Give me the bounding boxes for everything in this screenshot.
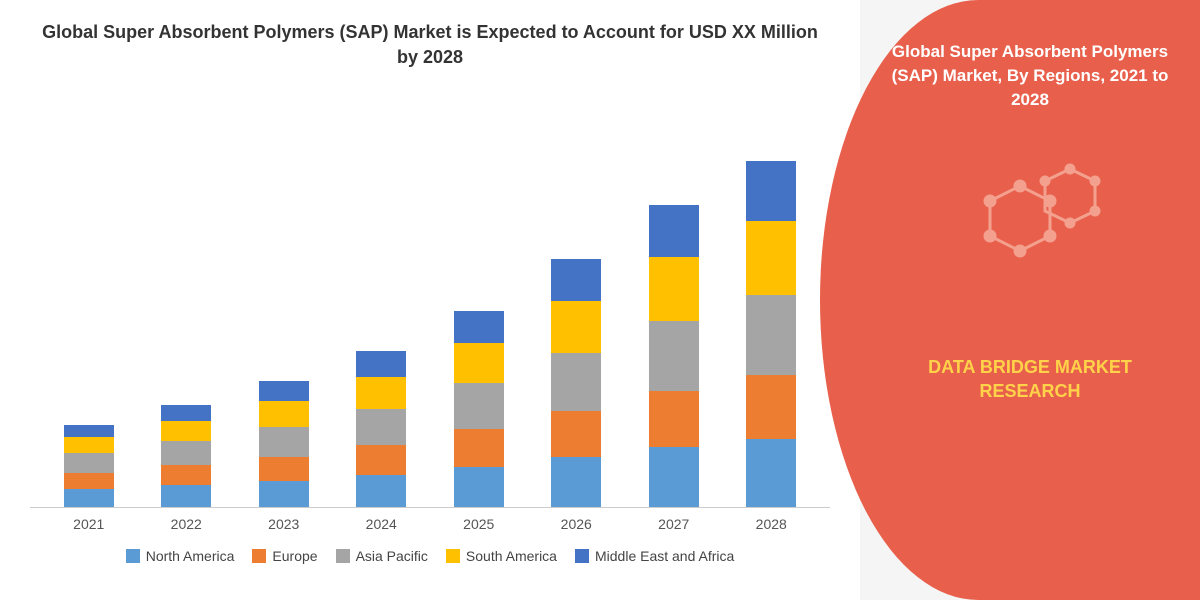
segment-north-america (64, 489, 114, 507)
segment-europe (746, 375, 796, 439)
chart-panel: Global Super Absorbent Polymers (SAP) Ma… (0, 0, 860, 600)
chart-title: Global Super Absorbent Polymers (SAP) Ma… (30, 20, 830, 70)
legend-label: South America (466, 548, 557, 564)
legend-item: North America (126, 548, 235, 564)
x-axis-labels: 2021 2022 2023 2024 2025 2026 2027 2028 (30, 508, 830, 532)
segment-europe (64, 473, 114, 489)
legend-swatch (126, 549, 140, 563)
x-label: 2025 (449, 516, 509, 532)
segment-south-america (551, 301, 601, 353)
segment-south-america (259, 401, 309, 427)
segment-north-america (649, 447, 699, 507)
legend-swatch (446, 549, 460, 563)
legend-swatch (575, 549, 589, 563)
segment-middle-east-and-africa (551, 259, 601, 301)
segment-north-america (259, 481, 309, 507)
bar-2028 (741, 161, 801, 507)
segment-middle-east-and-africa (454, 311, 504, 343)
segment-europe (551, 411, 601, 457)
segment-europe (454, 429, 504, 467)
segment-south-america (64, 437, 114, 453)
brand-line-1: DATA BRIDGE MARKET (928, 356, 1132, 379)
legend-item: Europe (252, 548, 317, 564)
bar-2022 (156, 405, 216, 507)
legend-label: Asia Pacific (356, 548, 428, 564)
legend-swatch (252, 549, 266, 563)
segment-asia-pacific (161, 441, 211, 465)
segment-asia-pacific (64, 453, 114, 473)
segment-asia-pacific (454, 383, 504, 429)
legend-label: North America (146, 548, 235, 564)
brand-name: DATA BRIDGE MARKET RESEARCH (928, 356, 1132, 403)
segment-asia-pacific (649, 321, 699, 391)
segment-asia-pacific (259, 427, 309, 457)
segment-middle-east-and-africa (356, 351, 406, 377)
legend-item: Middle East and Africa (575, 548, 734, 564)
segment-europe (161, 465, 211, 485)
bar-2025 (449, 311, 509, 507)
segment-asia-pacific (746, 295, 796, 375)
segment-south-america (649, 257, 699, 321)
info-panel: Global Super Absorbent Polymers (SAP) Ma… (820, 0, 1200, 600)
segment-south-america (746, 221, 796, 295)
chart-plot-area (30, 80, 830, 508)
hexagon-molecule-icon (950, 161, 1110, 306)
segment-europe (259, 457, 309, 481)
segment-north-america (551, 457, 601, 507)
segment-asia-pacific (551, 353, 601, 411)
segment-asia-pacific (356, 409, 406, 445)
segment-europe (649, 391, 699, 447)
x-label: 2024 (351, 516, 411, 532)
segment-north-america (746, 439, 796, 507)
segment-south-america (454, 343, 504, 383)
legend-label: Europe (272, 548, 317, 564)
segment-middle-east-and-africa (161, 405, 211, 421)
bar-2026 (546, 259, 606, 507)
segment-south-america (161, 421, 211, 441)
x-label: 2026 (546, 516, 606, 532)
segment-north-america (356, 475, 406, 507)
segment-north-america (454, 467, 504, 507)
segment-south-america (356, 377, 406, 409)
bar-2027 (644, 205, 704, 507)
segment-middle-east-and-africa (649, 205, 699, 257)
bar-2024 (351, 351, 411, 507)
x-label: 2021 (59, 516, 119, 532)
legend-swatch (336, 549, 350, 563)
info-title: Global Super Absorbent Polymers (SAP) Ma… (890, 40, 1170, 111)
legend-item: Asia Pacific (336, 548, 428, 564)
segment-middle-east-and-africa (746, 161, 796, 221)
segment-europe (356, 445, 406, 475)
legend-label: Middle East and Africa (595, 548, 734, 564)
x-label: 2027 (644, 516, 704, 532)
x-label: 2023 (254, 516, 314, 532)
chart-legend: North America Europe Asia Pacific South Ame… (30, 532, 830, 580)
segment-middle-east-and-africa (64, 425, 114, 437)
bar-2021 (59, 425, 119, 507)
bar-2023 (254, 381, 314, 507)
x-label: 2022 (156, 516, 216, 532)
legend-item: South America (446, 548, 557, 564)
brand-line-2: RESEARCH (928, 380, 1132, 403)
segment-north-america (161, 485, 211, 507)
segment-middle-east-and-africa (259, 381, 309, 401)
x-label: 2028 (741, 516, 801, 532)
